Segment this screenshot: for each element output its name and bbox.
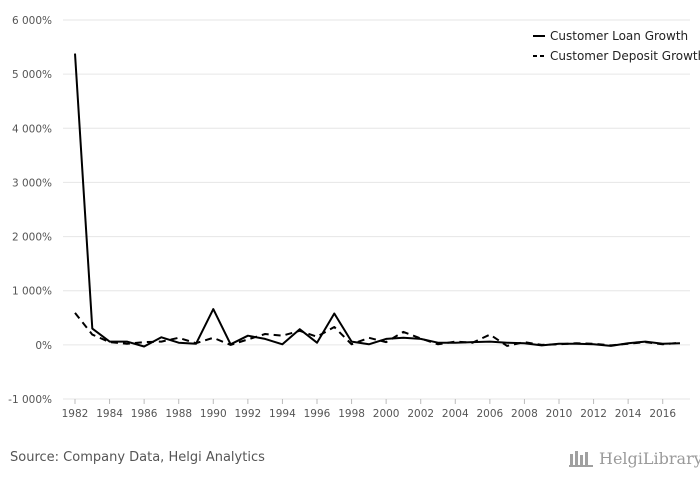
- library-icon: [569, 451, 593, 467]
- x-tick-label: 2014: [615, 408, 642, 420]
- y-axis-ticks: 6 000% 5 000% 4 000% 3 000% 2 000% 1 000% 0% -1…: [8, 15, 52, 406]
- x-tick-label: 1984: [96, 408, 123, 420]
- x-tick-label: 2004: [442, 408, 469, 420]
- x-tick-label: 2000: [373, 408, 400, 420]
- x-tick-label: 1992: [234, 408, 261, 420]
- chart-area: 6 000% 5 000% 4 000% 3 000% 2 000% 1 000% 0% -1…: [8, 15, 700, 420]
- x-tick-label: 1986: [131, 408, 158, 420]
- x-tick-label: 1994: [269, 408, 296, 420]
- gridlines: [63, 19, 690, 400]
- y-tick-label: 3 000%: [12, 177, 52, 189]
- x-tick-label: 2006: [476, 408, 503, 420]
- y-tick-label: -1 000%: [8, 394, 52, 406]
- x-tick-label: 2002: [407, 408, 434, 420]
- y-tick-label: 0%: [35, 340, 52, 352]
- x-tick-label: 2008: [511, 408, 538, 420]
- x-tick-label: 1982: [62, 408, 89, 420]
- y-tick-label: 6 000%: [12, 15, 52, 27]
- x-tick-label: 2010: [546, 408, 573, 420]
- y-tick-label: 4 000%: [12, 123, 52, 135]
- series-line-1: [74, 53, 681, 348]
- x-tick-label: 2012: [580, 408, 607, 420]
- legend-label: Customer Loan Growth: [550, 29, 688, 43]
- x-tick-label: 1988: [165, 408, 192, 420]
- x-axis-ticks: 1982 1984 1986 1988 1990 1992 1994 1996 1998 2000…: [62, 399, 676, 420]
- x-tick-label: 1996: [304, 408, 331, 420]
- series-lines: [74, 53, 681, 348]
- x-tick-label: 2016: [649, 408, 676, 420]
- x-tick-label: 1998: [338, 408, 365, 420]
- x-tick-label: 1990: [200, 408, 227, 420]
- legend-label: Customer Deposit Growth: [550, 49, 700, 63]
- y-tick-label: 5 000%: [12, 69, 52, 81]
- brand-logo: HelgiLibrary: [569, 448, 700, 468]
- brand-name: HelgiLibrary: [599, 448, 700, 468]
- y-tick-label: 1 000%: [12, 286, 52, 298]
- series-line-2: [74, 312, 681, 347]
- legend: Customer Loan Growth Customer Deposit Gro…: [533, 29, 700, 63]
- source-note: Source: Company Data, Helgi Analytics: [10, 450, 265, 465]
- y-tick-label: 2 000%: [12, 232, 52, 244]
